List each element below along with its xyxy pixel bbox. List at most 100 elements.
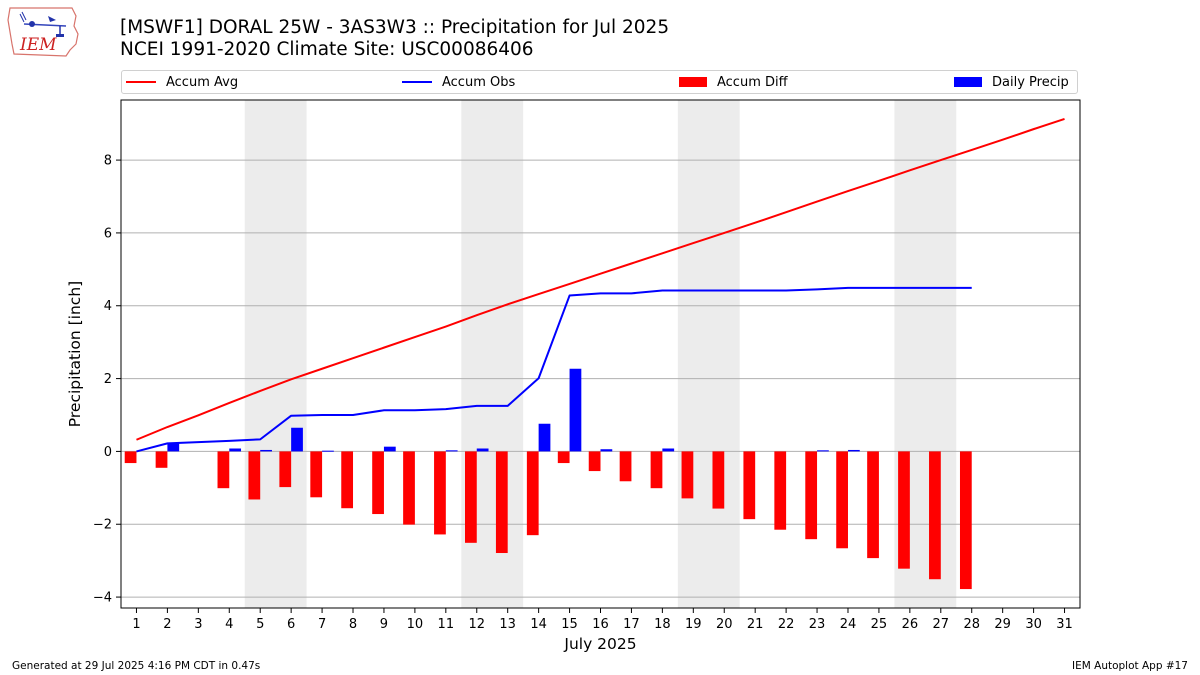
x-tick-label: 16 xyxy=(592,617,609,632)
bar-accum-diff xyxy=(588,451,601,472)
line-accum-avg xyxy=(136,117,1065,441)
bar-accum-diff xyxy=(712,451,725,509)
bar-accum-diff xyxy=(403,451,415,525)
x-tick-label: 5 xyxy=(256,617,264,632)
x-tick-label: 20 xyxy=(716,617,733,632)
bar-accum-diff xyxy=(743,451,756,520)
y-tick-label: 4 xyxy=(104,299,112,314)
bar-accum-diff xyxy=(650,451,663,489)
x-tick-label: 19 xyxy=(685,617,702,632)
x-tick-label: 15 xyxy=(561,617,578,632)
bar-accum-diff xyxy=(898,451,910,569)
bar-accum-diff xyxy=(557,451,570,464)
legend: Accum Avg Accum Obs Accum Diff Daily Pre… xyxy=(121,70,1078,94)
bar-daily-precip xyxy=(383,446,396,452)
y-tick-label: 8 xyxy=(104,154,112,169)
legend-swatch-daily-precip xyxy=(954,77,982,87)
footer-app-text: IEM Autoplot App #17 xyxy=(1072,660,1188,672)
y-axis-label: Precipitation [inch] xyxy=(66,281,84,427)
bar-daily-precip xyxy=(662,448,675,452)
bar-daily-precip xyxy=(322,450,334,452)
y-tick-label: 0 xyxy=(104,445,112,460)
x-tick-label: 27 xyxy=(933,617,950,632)
line-accum-obs xyxy=(136,286,972,453)
legend-item-accum-avg: Accum Avg xyxy=(126,71,238,93)
bar-daily-precip xyxy=(167,443,180,452)
x-tick-label: 21 xyxy=(747,617,764,632)
x-tick-label: 26 xyxy=(902,617,919,632)
x-tick-label: 24 xyxy=(840,617,857,632)
x-tick-label: 3 xyxy=(194,617,202,632)
x-tick-label: 9 xyxy=(380,617,388,632)
bar-accum-diff xyxy=(495,451,508,554)
bar-accum-diff xyxy=(836,451,848,549)
x-tick-label: 25 xyxy=(871,617,888,632)
bar-daily-precip xyxy=(291,427,303,452)
y-tick-label: −2 xyxy=(93,518,112,533)
chart-subtitle: NCEI 1991-2020 Climate Site: USC00086406 xyxy=(120,39,534,60)
bar-accum-diff xyxy=(279,451,292,488)
x-tick-label: 13 xyxy=(499,617,516,632)
bar-accum-diff xyxy=(774,451,787,530)
iem-logo-graphic: IEM xyxy=(7,7,79,57)
x-tick-label: 31 xyxy=(1056,617,1073,632)
x-tick-label: 11 xyxy=(438,617,455,632)
bar-daily-precip xyxy=(538,423,551,452)
x-tick-label: 14 xyxy=(530,617,547,632)
legend-label-accum-diff: Accum Diff xyxy=(717,74,788,90)
x-tick-label: 23 xyxy=(809,617,826,632)
x-tick-label: 6 xyxy=(287,617,295,632)
bar-accum-diff xyxy=(619,451,632,482)
x-tick-label: 7 xyxy=(318,617,326,632)
weekend-shade xyxy=(244,100,307,608)
legend-swatch-accum-obs xyxy=(402,81,432,83)
bar-daily-precip xyxy=(476,448,489,452)
legend-item-accum-diff: Accum Diff xyxy=(679,71,788,93)
logo-text: IEM xyxy=(19,35,57,55)
x-tick-label: 29 xyxy=(994,617,1011,632)
bar-accum-diff xyxy=(867,451,879,559)
bar-daily-precip xyxy=(847,449,860,452)
x-tick-label: 10 xyxy=(407,617,424,632)
legend-label-accum-avg: Accum Avg xyxy=(166,74,239,90)
bar-daily-precip xyxy=(817,450,829,452)
y-tick-label: 2 xyxy=(104,372,112,387)
x-tick-label: 28 xyxy=(963,617,980,632)
bar-accum-diff xyxy=(526,451,539,536)
bar-daily-precip xyxy=(229,448,242,452)
footer-generated-text: Generated at 29 Jul 2025 4:16 PM CDT in … xyxy=(12,660,261,672)
x-tick-label: 17 xyxy=(623,617,640,632)
bar-accum-diff xyxy=(248,451,261,500)
chart-title: [MSWF1] DORAL 25W - 3AS3W3 :: Precipitat… xyxy=(120,17,670,38)
x-tick-label: 12 xyxy=(468,617,485,632)
bar-accum-diff xyxy=(465,451,477,543)
legend-label-daily-precip: Daily Precip xyxy=(992,74,1069,90)
x-tick-label: 1 xyxy=(132,617,140,632)
iem-logo: IEM xyxy=(6,4,82,60)
legend-item-daily-precip: Daily Precip xyxy=(954,71,1069,93)
legend-swatch-accum-avg xyxy=(126,81,156,83)
x-tick-label: 2 xyxy=(163,617,171,632)
x-tick-label: 22 xyxy=(778,617,795,632)
bar-daily-precip xyxy=(569,368,582,452)
bar-accum-diff xyxy=(805,451,818,540)
legend-item-accum-obs: Accum Obs xyxy=(402,71,515,93)
x-tick-label: 18 xyxy=(654,617,671,632)
bar-accum-diff xyxy=(217,451,230,489)
x-axis-label: July 2025 xyxy=(563,635,636,653)
bar-daily-precip xyxy=(260,449,272,452)
x-tick-label: 8 xyxy=(349,617,357,632)
bar-accum-diff xyxy=(434,451,446,535)
legend-label-accum-obs: Accum Obs xyxy=(442,74,516,90)
bar-daily-precip xyxy=(600,449,613,452)
bar-accum-diff xyxy=(681,451,694,499)
x-tick-label: 4 xyxy=(225,617,233,632)
bar-accum-diff xyxy=(310,451,323,498)
bar-accum-diff xyxy=(124,451,137,464)
bar-accum-diff xyxy=(929,451,941,580)
y-tick-label: −4 xyxy=(93,591,112,606)
bar-accum-diff xyxy=(372,451,384,515)
bar-daily-precip xyxy=(445,450,458,452)
y-tick-label: 6 xyxy=(104,226,112,241)
